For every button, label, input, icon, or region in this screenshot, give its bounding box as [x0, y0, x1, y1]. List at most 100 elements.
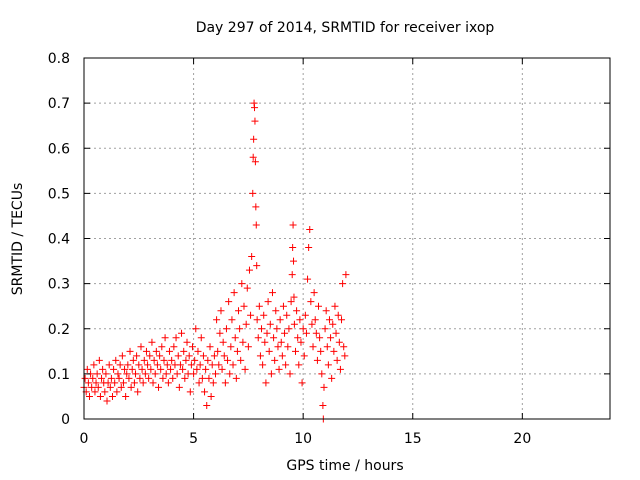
data-point — [142, 347, 150, 355]
data-point — [250, 135, 258, 143]
x-tick-label: 15 — [404, 431, 422, 447]
data-point — [247, 311, 255, 319]
data-point — [273, 325, 281, 333]
data-point — [226, 370, 234, 378]
data-point — [127, 383, 135, 391]
data-point — [272, 307, 280, 315]
data-point — [81, 374, 89, 382]
y-tick-label: 0.2 — [48, 322, 70, 338]
data-point — [328, 374, 336, 382]
data-point — [196, 361, 204, 369]
data-point — [299, 325, 307, 333]
data-point — [191, 356, 199, 364]
data-point — [290, 293, 298, 301]
data-point — [251, 104, 259, 112]
data-point — [129, 356, 137, 364]
data-point — [228, 316, 236, 324]
data-point — [176, 361, 184, 369]
data-point — [104, 379, 112, 387]
data-point — [128, 365, 136, 373]
data-point — [201, 388, 209, 396]
data-point — [322, 307, 330, 315]
data-point — [330, 347, 338, 355]
data-point — [294, 334, 302, 342]
data-point — [119, 379, 127, 387]
data-point — [289, 244, 297, 252]
data-point — [165, 347, 173, 355]
y-tick-label: 0.6 — [48, 141, 70, 157]
data-point — [327, 334, 335, 342]
data-point — [249, 153, 257, 161]
data-point — [213, 316, 221, 324]
data-point — [258, 325, 266, 333]
data-point — [186, 388, 194, 396]
data-point — [181, 374, 189, 382]
data-point — [316, 334, 324, 342]
data-point — [283, 311, 291, 319]
data-point — [235, 307, 243, 315]
data-point — [249, 189, 257, 197]
data-point — [243, 284, 251, 292]
data-point — [241, 365, 249, 373]
data-point — [317, 347, 325, 355]
y-tick-label: 0.8 — [48, 51, 70, 67]
data-point — [102, 370, 110, 378]
data-point — [126, 347, 134, 355]
x-axis-label: GPS time / hours — [286, 458, 403, 474]
data-point — [318, 370, 326, 378]
data-point — [297, 338, 305, 346]
data-point — [253, 262, 261, 270]
data-point — [261, 338, 269, 346]
y-axis-label: SRMTID / TECUs — [10, 183, 26, 296]
y-tick-label: 0.7 — [48, 96, 70, 112]
data-point — [202, 365, 210, 373]
data-point — [182, 356, 190, 364]
data-point — [163, 361, 171, 369]
data-point — [293, 307, 301, 315]
data-point — [185, 352, 193, 360]
data-point — [262, 379, 270, 387]
data-point — [91, 388, 99, 396]
data-point — [335, 338, 343, 346]
data-point — [197, 334, 205, 342]
data-point — [221, 379, 229, 387]
data-point — [132, 370, 140, 378]
x-tick-label: 5 — [189, 431, 198, 447]
data-point — [252, 221, 260, 229]
data-point — [306, 225, 314, 233]
data-point — [124, 361, 132, 369]
data-point — [206, 343, 214, 351]
data-point — [133, 352, 141, 360]
data-point — [145, 374, 153, 382]
data-point — [178, 329, 186, 337]
data-point — [159, 374, 167, 382]
data-point — [199, 352, 207, 360]
data-point — [157, 365, 165, 373]
data-point — [92, 379, 100, 387]
data-point — [296, 316, 304, 324]
data-point — [125, 374, 133, 382]
data-point — [115, 374, 123, 382]
data-point — [245, 266, 253, 274]
data-point — [217, 307, 225, 315]
data-point — [265, 347, 273, 355]
data-point — [329, 320, 337, 328]
data-point — [263, 329, 271, 337]
data-point — [98, 374, 106, 382]
data-point — [141, 370, 149, 378]
data-point — [180, 347, 188, 355]
data-point — [231, 334, 239, 342]
grid — [84, 58, 610, 419]
data-point — [179, 365, 187, 373]
data-point — [338, 316, 346, 324]
data-point — [84, 379, 92, 387]
data-point — [255, 302, 263, 310]
data-point — [230, 289, 238, 297]
data-point — [107, 374, 115, 382]
data-point — [144, 361, 152, 369]
y-tick-label: 0.5 — [48, 186, 70, 202]
data-point — [282, 361, 290, 369]
data-point — [336, 365, 344, 373]
data-point — [137, 343, 145, 351]
